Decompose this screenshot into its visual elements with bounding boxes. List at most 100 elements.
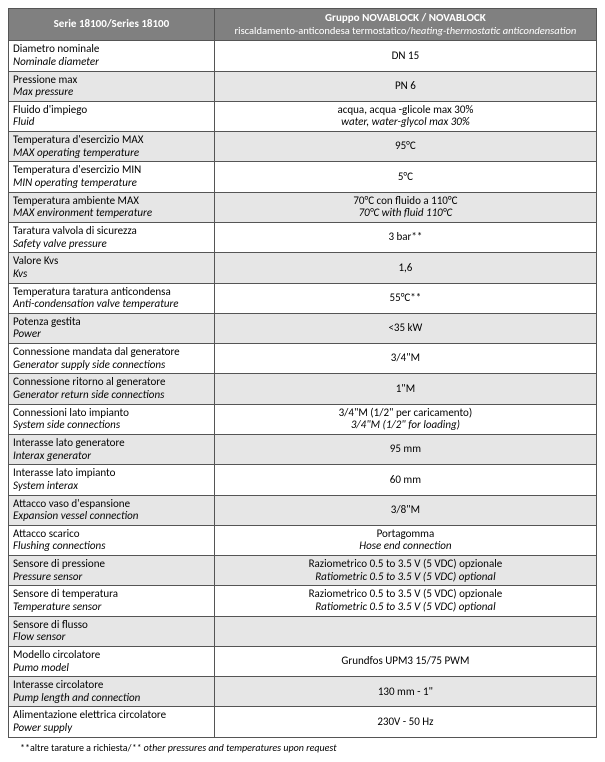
row-label-en: Flow sensor [13, 631, 210, 644]
row-label-en: Kvs [13, 268, 210, 281]
table-row: Attacco vaso d'espansioneExpansion vesse… [9, 495, 597, 525]
row-value: 230V - 50 Hz [214, 707, 596, 737]
row-label-en: Expansion vessel connection [13, 510, 210, 523]
row-value-en: water, water-glycol max 30% [219, 116, 592, 129]
row-label: Pressione maxMax pressure [9, 71, 215, 101]
row-value: Raziometrico 0.5 to 3.5 V (5 VDC) opzion… [214, 556, 596, 586]
header-right-sub-en: heating-thermostatic anticondensation [411, 24, 577, 37]
row-label-it: Interasse lato impianto [13, 467, 210, 480]
row-label-it: Taratura valvola di sicurezza [13, 225, 210, 238]
row-label: Diametro nominaleNominale diameter [9, 41, 215, 71]
row-label-en: System side connections [13, 419, 210, 432]
row-label-it: Valore Kvs [13, 255, 210, 268]
row-label: Interasse circolatorePump length and con… [9, 677, 215, 707]
table-row: Valore KvsKvs 1,6 [9, 253, 597, 283]
table-row: Sensore di pressionePressure sensor Razio… [9, 556, 597, 586]
row-value-it: 3/4"M [219, 352, 592, 365]
row-value: 3/4"M (1/2" per caricamento)3/4"M (1/2" … [214, 404, 596, 434]
row-label: Interasse lato impiantoSystem interax [9, 465, 215, 495]
row-label: Temperatura taratura anticondensaAnti-co… [9, 283, 215, 313]
row-value [214, 616, 596, 646]
table-row: Interasse lato impiantoSystem interax 60 … [9, 465, 597, 495]
row-label: Connessione mandata dal generatoreGenera… [9, 344, 215, 374]
row-value-it: 60 mm [219, 474, 592, 487]
row-label: Temperatura d'esercizio MAXMAX operating… [9, 132, 215, 162]
row-label: Sensore di flussoFlow sensor [9, 616, 215, 646]
row-label-it: Potenza gestita [13, 316, 210, 329]
row-label-en: Temperature sensor [13, 601, 210, 614]
row-label: Interasse lato generatoreInterax generat… [9, 434, 215, 464]
row-label: Temperatura ambiente MAXMAX environment … [9, 192, 215, 222]
row-label-en: Interax generator [13, 450, 210, 463]
row-value-it: 55°C** [219, 292, 592, 305]
row-value-it: 1"M [219, 383, 592, 396]
row-value-it: 5°C [219, 171, 592, 184]
header-right: Gruppo NOVABLOCK / NOVABLOCK riscaldamen… [214, 9, 596, 41]
row-label-en: Generator return side connections [13, 389, 210, 402]
row-label: Alimentazione elettrica circolatorePower… [9, 707, 215, 737]
row-label-it: Sensore di pressione [13, 558, 210, 571]
row-label: Attacco vaso d'espansioneExpansion vesse… [9, 495, 215, 525]
row-label-en: Power [13, 328, 210, 341]
row-label: Valore KvsKvs [9, 253, 215, 283]
table-row: Temperatura d'esercizio MAXMAX operating… [9, 132, 597, 162]
table-row: Alimentazione elettrica circolatorePower… [9, 707, 597, 737]
table-row: Taratura valvola di sicurezzaSafety valv… [9, 222, 597, 252]
row-value-it: 230V - 50 Hz [219, 716, 592, 729]
header-right-title: Gruppo NOVABLOCK / NOVABLOCK [325, 11, 486, 24]
row-value: acqua, acqua -glicole max 30%water, wate… [214, 101, 596, 131]
row-label: Modello circolatorePumo model [9, 646, 215, 676]
row-label-en: Anti-condensation valve temperature [13, 298, 210, 311]
row-value-it: Raziometrico 0.5 to 3.5 V (5 VDC) opzion… [219, 558, 592, 571]
spec-table: Serie 18100/Series 18100 Gruppo NOVABLOC… [8, 8, 597, 738]
row-label-en: Pumo model [13, 662, 210, 675]
row-value: 95 mm [214, 434, 596, 464]
row-value-en: Ratiometric 0.5 to 3.5 V (5 VDC) optiona… [219, 601, 592, 614]
row-value: 95°C [214, 132, 596, 162]
row-value-it: 3 bar** [219, 231, 592, 244]
table-row: Pressione maxMax pressurePN 6 [9, 71, 597, 101]
row-value: 60 mm [214, 465, 596, 495]
row-label-en: Nominale diameter [13, 56, 210, 69]
row-value-it: DN 15 [219, 50, 592, 63]
row-label-en: Generator supply side connections [13, 359, 210, 372]
table-row: Connessione mandata dal generatoreGenera… [9, 344, 597, 374]
table-row: Sensore di temperaturaTemperature sensor… [9, 586, 597, 616]
row-label-en: Flushing connections [13, 540, 210, 553]
row-value-it: Grundfos UPM3 15/75 PWM [219, 655, 592, 668]
row-value: DN 15 [214, 41, 596, 71]
row-label-en: Pressure sensor [13, 571, 210, 584]
row-label-it: Fluido d'impiego [13, 104, 210, 117]
table-row: Attacco scaricoFlushing connectionsPorta… [9, 525, 597, 555]
row-value-en: 70°C with fluid 110°C [219, 207, 592, 220]
row-value: 130 mm - 1" [214, 677, 596, 707]
row-value-it: 130 mm - 1" [219, 686, 592, 699]
row-label: Sensore di pressionePressure sensor [9, 556, 215, 586]
footnote-it: **altre tarature a richiesta/ [20, 741, 131, 754]
row-label-it: Interasse circolatore [13, 679, 210, 692]
row-value: Raziometrico 0.5 to 3.5 V (5 VDC) opzion… [214, 586, 596, 616]
row-label-en: MAX operating temperature [13, 147, 210, 160]
row-label-en: Power supply [13, 722, 210, 735]
row-label-en: Max pressure [13, 86, 210, 99]
footnote: **altre tarature a richiesta/** other pr… [8, 738, 597, 754]
row-label-it: Alimentazione elettrica circolatore [13, 709, 210, 722]
row-label-en: System interax [13, 480, 210, 493]
row-label: Sensore di temperaturaTemperature sensor [9, 586, 215, 616]
row-value: Grundfos UPM3 15/75 PWM [214, 646, 596, 676]
row-label: Fluido d'impiegoFluid [9, 101, 215, 131]
row-label-en: MAX environment temperature [13, 207, 210, 220]
row-value-en: Hose end connection [219, 540, 592, 553]
table-row: Interasse circolatorePump length and con… [9, 677, 597, 707]
table-row: Connessione ritorno al generatoreGenerat… [9, 374, 597, 404]
footnote-en: ** other pressures and temperatures upon… [131, 741, 336, 754]
table-row: Potenza gestitaPower <35 kW [9, 313, 597, 343]
row-label-en: MIN operating temperature [13, 177, 210, 190]
row-value-en: 3/4"M (1/2" for loading) [219, 419, 592, 432]
row-label: Attacco scaricoFlushing connections [9, 525, 215, 555]
table-row: Modello circolatorePumo model Grundfos UP… [9, 646, 597, 676]
row-label: Taratura valvola di sicurezzaSafety valv… [9, 222, 215, 252]
row-label-en: Fluid [13, 116, 210, 129]
row-value-it: 1,6 [219, 262, 592, 275]
row-value-it: <35 kW [219, 322, 592, 335]
